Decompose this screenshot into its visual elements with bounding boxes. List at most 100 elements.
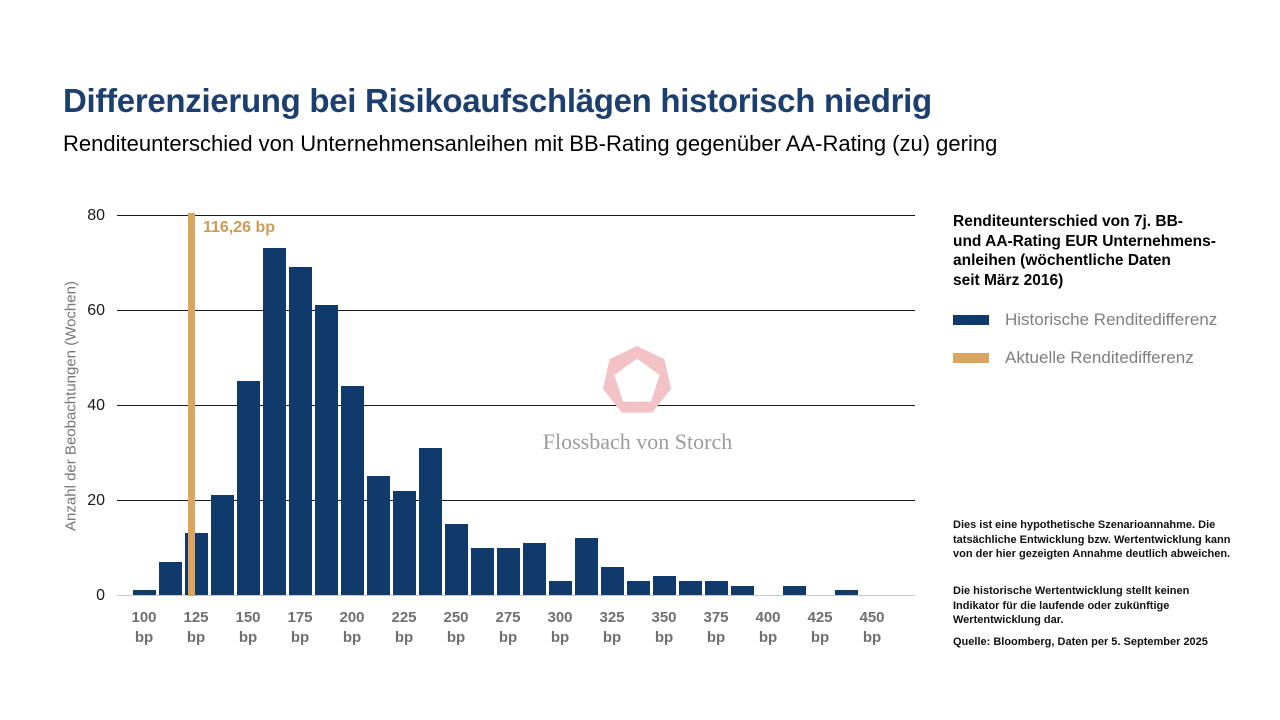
histogram-bar-300bp	[548, 580, 572, 595]
histogram-bar-187.5bp	[314, 305, 338, 595]
y-tick-label-0: 0	[96, 587, 105, 604]
x-tick-value-250: 250	[443, 609, 469, 626]
legend-label-historical: Historische Renditedifferenz	[1005, 310, 1218, 329]
x-tick-value-175: 175	[287, 609, 313, 626]
y-tick-label-60: 60	[87, 302, 105, 319]
gridline-40	[117, 405, 915, 406]
x-tick-label-225bp: 225 bp	[378, 608, 430, 648]
x-tick-value-350: 350	[651, 609, 677, 626]
x-tick-value-425: 425	[807, 609, 833, 626]
x-tick-label-275bp: 275 bp	[482, 608, 534, 648]
histogram-bar-200bp	[340, 386, 364, 595]
legend-label-current: Aktuelle Renditedifferenz	[1005, 348, 1194, 367]
x-tick-label-300bp: 300 bp	[534, 608, 586, 648]
histogram-bar-287.5bp	[522, 542, 546, 595]
histogram-bar-312.5bp	[574, 538, 598, 595]
page-subtitle: Renditeunterschied von Unternehmensanlei…	[63, 131, 998, 156]
histogram-bar-262.5bp	[470, 547, 494, 595]
source-note: Quelle: Bloomberg, Daten per 5. Septembe…	[953, 636, 1208, 648]
histogram-bar-212.5bp	[366, 476, 390, 595]
x-tick-unit: bp	[654, 629, 674, 646]
histogram-bar-387.5bp	[730, 585, 754, 595]
x-tick-unit: bp	[342, 629, 362, 646]
histogram-bar-112.5bp	[158, 561, 182, 595]
x-tick-unit: bp	[186, 629, 206, 646]
current-value-label: 116,26 bp	[203, 219, 276, 236]
y-tick-label-20: 20	[87, 492, 105, 509]
footnote-scenario: Dies ist eine hypothetische Szenarioanna…	[953, 519, 1231, 561]
x-tick-unit: bp	[758, 629, 778, 646]
x-tick-label-250bp: 250 bp	[430, 608, 482, 648]
x-tick-value-100: 100	[131, 609, 157, 626]
legend-description-line-3: anleihen (wöchentliche Daten	[953, 252, 1171, 269]
legend-swatch-current	[953, 353, 989, 363]
legend-description-line-4: seit März 2016)	[953, 271, 1064, 289]
x-tick-value-125: 125	[183, 609, 209, 626]
fvs-logo-icon	[602, 346, 672, 413]
legend-item-current: Aktuelle Renditedifferenz	[953, 348, 1194, 368]
x-tick-label-100bp: 100 bp	[118, 608, 170, 648]
x-tick-unit: bp	[602, 629, 622, 646]
x-tick-value-375: 375	[703, 609, 729, 626]
x-tick-label-150bp: 150 bp	[222, 608, 274, 648]
gridline-60	[117, 310, 915, 311]
y-tick-label-80: 80	[87, 207, 105, 224]
legend-swatch-historical	[953, 315, 989, 325]
histogram-bar-375bp	[704, 580, 728, 595]
histogram-bar-237.5bp	[418, 447, 442, 595]
x-tick-unit: bp	[862, 629, 882, 646]
x-tick-label-425bp: 425 bp	[794, 608, 846, 648]
x-tick-value-300: 300	[547, 609, 573, 626]
histogram-bar-337.5bp	[626, 580, 650, 595]
x-tick-value-225: 225	[391, 609, 417, 626]
x-tick-label-450bp: 450 bp	[846, 608, 898, 648]
legend-description: Renditeunterschied von 7j. BB-und AA-Rat…	[953, 212, 1253, 290]
legend-item-historical: Historische Renditedifferenz	[953, 310, 1217, 330]
histogram-bar-350bp	[652, 576, 676, 595]
x-tick-unit: bp	[134, 629, 154, 646]
x-tick-label-325bp: 325 bp	[586, 608, 638, 648]
histogram-bar-225bp	[392, 490, 416, 595]
footnote-performance: Die historische Wertentwicklung stellt k…	[953, 585, 1190, 627]
x-tick-unit: bp	[394, 629, 414, 646]
histogram-bar-175bp	[288, 267, 312, 595]
histogram-bar-325bp	[600, 566, 624, 595]
x-tick-label-400bp: 400 bp	[742, 608, 794, 648]
histogram-bar-362.5bp	[678, 580, 702, 595]
histogram-bar-437.5bp	[834, 590, 858, 595]
x-tick-unit: bp	[550, 629, 570, 646]
histogram-bar-137.5bp	[210, 495, 234, 595]
x-tick-unit: bp	[810, 629, 830, 646]
x-tick-label-350bp: 350 bp	[638, 608, 690, 648]
x-tick-value-400: 400	[755, 609, 781, 626]
x-tick-unit: bp	[290, 629, 310, 646]
y-axis-title: Anzahl der Beobachtungen (Wochen)	[62, 281, 80, 531]
y-tick-label-40: 40	[87, 397, 105, 414]
histogram-bar-275bp	[496, 547, 520, 595]
watermark-brand: Flossbach von Storch	[542, 429, 733, 454]
page-title: Differenzierung bei Risikoaufschlägen hi…	[63, 82, 932, 119]
legend-description-line-2: und AA-Rating EUR Unternehmens-	[953, 232, 1216, 250]
plot-area: 0 20 40 60 80 116,26 bp 100 bp 125 bp 150 bp 175 bp…	[87, 207, 915, 646]
x-tick-unit: bp	[498, 629, 518, 646]
x-tick-unit: bp	[706, 629, 726, 646]
x-tick-label-375bp: 375 bp	[690, 608, 742, 648]
histogram-bar-150bp	[236, 381, 260, 595]
x-tick-unit: bp	[238, 629, 258, 646]
x-tick-label-200bp: 200 bp	[326, 608, 378, 648]
histogram-bar-100bp	[132, 590, 156, 595]
x-tick-label-175bp: 175 bp	[274, 608, 326, 648]
gridline-80	[117, 215, 915, 216]
histogram-bar-412.5bp	[782, 585, 806, 595]
gridline-20	[117, 500, 915, 501]
x-tick-value-450: 450	[859, 609, 885, 626]
x-tick-label-125bp: 125 bp	[170, 608, 222, 648]
x-tick-value-150: 150	[235, 609, 261, 626]
x-tick-unit: bp	[446, 629, 466, 646]
x-tick-value-200: 200	[339, 609, 365, 626]
legend-description-line-1: Renditeunterschied von 7j. BB-	[953, 213, 1183, 230]
x-tick-value-325: 325	[599, 609, 625, 626]
histogram-bar-250bp	[444, 523, 468, 595]
current-value-line	[188, 213, 195, 596]
